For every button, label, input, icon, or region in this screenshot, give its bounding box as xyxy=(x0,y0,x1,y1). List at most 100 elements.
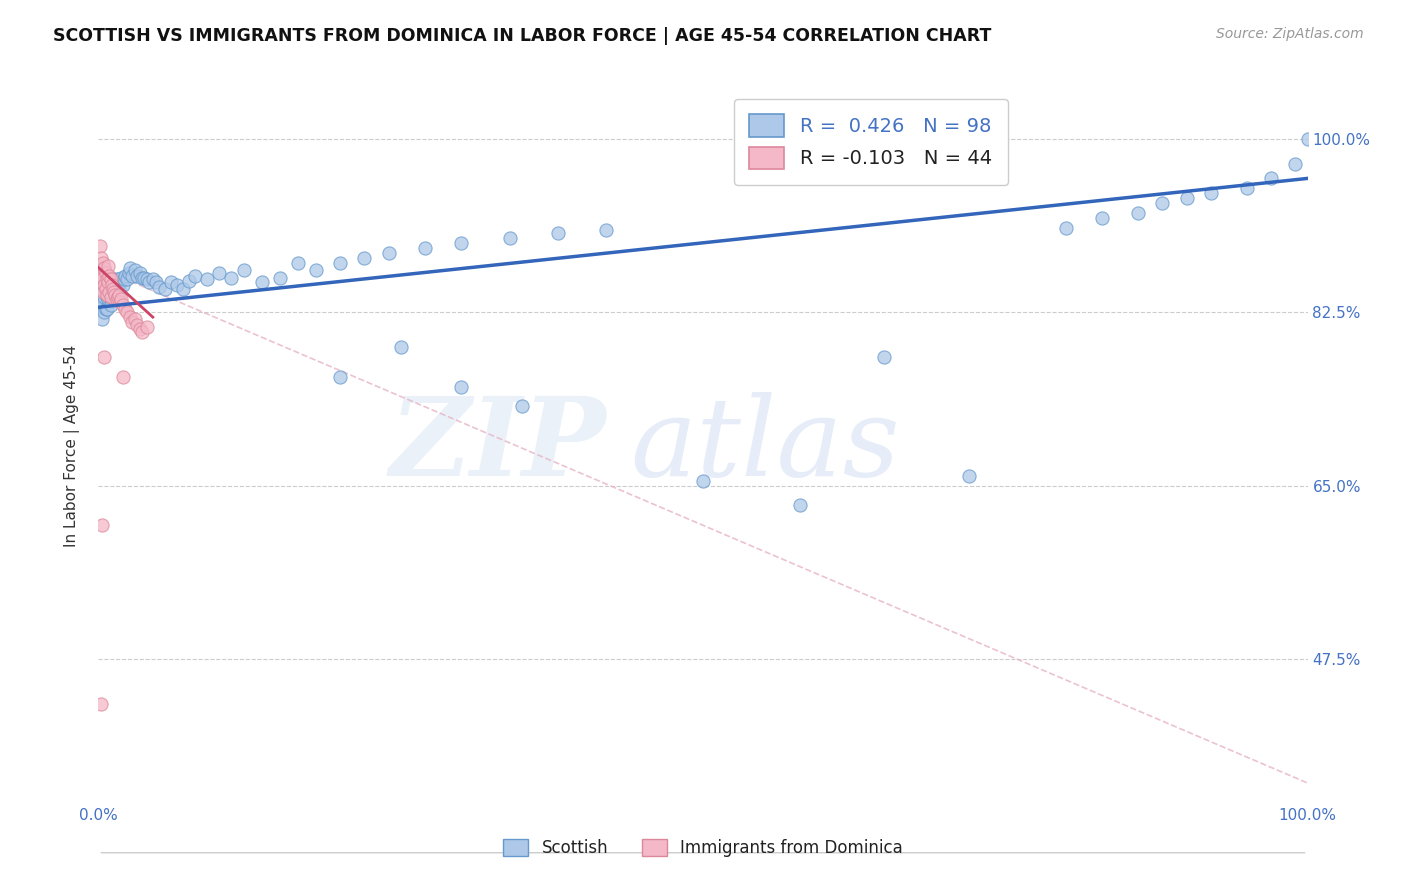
Point xyxy=(89,260,111,275)
Point xyxy=(110,270,132,285)
Point xyxy=(1054,221,1077,235)
Point xyxy=(1175,191,1198,205)
Point xyxy=(93,276,115,290)
Point xyxy=(128,266,150,280)
Point xyxy=(105,285,128,300)
Point xyxy=(179,275,201,289)
Point xyxy=(90,272,112,286)
Point xyxy=(873,350,896,364)
Point xyxy=(111,278,134,293)
Point xyxy=(104,280,127,294)
Point xyxy=(110,293,132,307)
Point xyxy=(127,318,149,332)
Point xyxy=(269,270,291,285)
Point xyxy=(195,272,218,286)
Point xyxy=(90,260,112,275)
Point xyxy=(98,285,121,300)
Point xyxy=(91,300,114,314)
Point xyxy=(97,293,120,307)
Point xyxy=(100,290,122,304)
Point xyxy=(138,276,160,290)
Point xyxy=(124,312,146,326)
Point xyxy=(1199,186,1222,201)
Point xyxy=(94,288,117,302)
Point xyxy=(128,322,150,336)
Point xyxy=(118,266,141,280)
Point xyxy=(131,270,153,285)
Point xyxy=(377,245,399,260)
Point xyxy=(789,499,811,513)
Point xyxy=(305,262,328,277)
Point xyxy=(100,298,122,312)
Point xyxy=(112,272,135,286)
Point xyxy=(153,282,176,296)
Point xyxy=(135,272,157,286)
Point xyxy=(96,272,118,286)
Point xyxy=(100,278,122,293)
Point xyxy=(96,288,118,302)
Point xyxy=(1236,181,1258,195)
Point xyxy=(103,290,125,304)
Point xyxy=(91,518,114,533)
Point xyxy=(100,285,122,300)
Point xyxy=(121,268,143,283)
Point xyxy=(91,280,114,294)
Point xyxy=(127,268,149,283)
Point xyxy=(107,278,129,293)
Point xyxy=(450,379,472,393)
Point xyxy=(101,272,124,286)
Point xyxy=(97,259,120,273)
Point xyxy=(353,251,375,265)
Point xyxy=(100,290,122,304)
Point xyxy=(957,468,980,483)
Point xyxy=(93,350,115,364)
Point xyxy=(93,290,115,304)
Point xyxy=(91,270,114,285)
Point xyxy=(93,278,115,293)
Point xyxy=(89,272,111,286)
Point xyxy=(96,302,118,317)
Point xyxy=(100,270,122,285)
Point xyxy=(89,239,111,253)
Point xyxy=(250,276,273,290)
Point xyxy=(166,278,188,293)
Point xyxy=(90,276,112,290)
Text: ZIP: ZIP xyxy=(389,392,606,500)
Point xyxy=(96,285,118,300)
Point xyxy=(91,285,114,300)
Point xyxy=(94,272,117,286)
Point xyxy=(108,288,131,302)
Point xyxy=(221,270,243,285)
Point xyxy=(413,241,436,255)
Point xyxy=(329,255,352,269)
Point xyxy=(103,285,125,300)
Point xyxy=(91,295,114,310)
Point xyxy=(91,285,114,300)
Point xyxy=(96,270,118,285)
Point xyxy=(389,340,412,354)
Point xyxy=(98,276,121,290)
Point xyxy=(94,266,117,280)
Point xyxy=(160,276,183,290)
Point xyxy=(172,282,194,296)
Point xyxy=(450,235,472,250)
Point xyxy=(91,312,114,326)
Point xyxy=(108,282,131,296)
Point xyxy=(135,320,157,334)
Point xyxy=(108,276,131,290)
Point xyxy=(1284,156,1306,170)
Text: SCOTTISH VS IMMIGRANTS FROM DOMINICA IN LABOR FORCE | AGE 45-54 CORRELATION CHAR: SCOTTISH VS IMMIGRANTS FROM DOMINICA IN … xyxy=(53,27,991,45)
Point xyxy=(90,697,112,711)
Point xyxy=(90,290,112,304)
Point xyxy=(692,474,714,488)
Point xyxy=(1296,132,1319,146)
Point xyxy=(1260,171,1282,186)
Point xyxy=(94,282,117,296)
Point xyxy=(498,231,520,245)
Point xyxy=(208,266,231,280)
Point xyxy=(91,268,114,283)
Point xyxy=(117,272,139,286)
Point xyxy=(100,272,122,286)
Point xyxy=(510,400,533,414)
Point xyxy=(97,278,120,293)
